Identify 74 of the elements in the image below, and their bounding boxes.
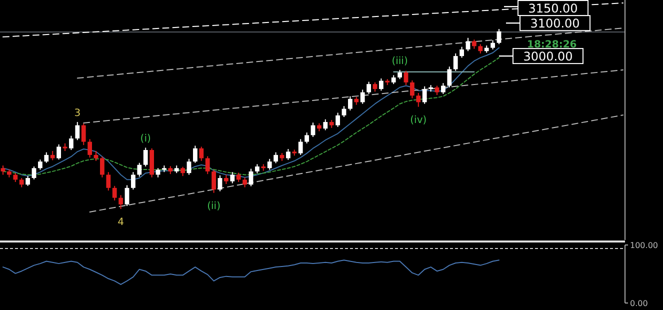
candlestick [242,176,247,188]
candlestick [118,194,123,210]
candlestick [422,86,427,104]
annotation: (ii) [207,200,221,212]
annotation: (iv) [410,114,427,126]
candlestick [0,164,6,176]
candlestick [472,39,476,50]
candlestick [267,158,272,170]
candlestick [224,174,228,184]
candlestick [186,158,192,176]
candlestick [199,146,204,162]
candlestick [416,92,421,108]
candlestick [366,81,371,94]
candlestick [323,118,328,131]
candlestick [124,184,130,207]
candlestick [112,185,117,201]
candlestick [410,80,414,99]
candlestick [75,121,80,141]
candlestick [342,106,346,118]
candlestick [441,82,446,94]
y-tick-label: 100.00 [630,241,658,250]
candlestick [69,135,74,150]
candlestick [236,172,241,182]
candlestick [137,162,142,178]
candlestick [218,174,222,192]
y-tick-label: 0.00 [630,299,648,308]
candlestick [255,164,260,174]
candlestick [490,40,495,50]
candlestick [360,89,365,104]
ref-line-label: 3150.00 [528,2,578,16]
candlestick [143,147,148,167]
annotation: 18:28:26 [527,39,577,50]
candlestick [379,78,384,92]
candlestick [372,82,378,92]
candlestick [212,169,216,194]
candlestick [453,52,458,72]
candlestick [106,172,111,192]
candlestick [32,166,36,180]
candlestick [434,85,440,96]
annotation: 4 [118,217,124,228]
candlestick [88,138,92,158]
candlestick [286,148,290,160]
ref-line-label: 3000.00 [523,50,573,64]
candlestick [19,178,24,188]
candlestick [100,156,104,178]
candlestick [230,172,235,184]
candlestick [248,168,254,187]
candlestick [348,96,352,111]
candlestick [466,37,470,52]
candlestick [26,176,30,186]
candlestick [304,132,309,144]
candlestick [398,69,402,80]
candlestick [44,152,49,164]
candlestick [56,144,61,160]
annotation: 3 [74,108,81,119]
candlestick [50,150,55,161]
candlestick [336,112,340,128]
ref-line-label: 3100.00 [530,16,580,31]
candlestick [131,172,136,190]
candlestick [193,145,198,164]
candlestick [205,156,210,175]
line-series [2,260,500,285]
candlestick [496,28,502,45]
candlestick [404,70,408,86]
candlestick [274,152,278,164]
candlestick [460,46,464,58]
candlestick [81,123,86,146]
annotation: (iii) [392,56,408,67]
candlestick [478,44,483,54]
annotation: (i) [140,134,151,145]
candlestick [180,166,185,177]
candlestick [38,159,42,170]
candlestick [447,66,452,88]
candlestick [298,138,303,156]
